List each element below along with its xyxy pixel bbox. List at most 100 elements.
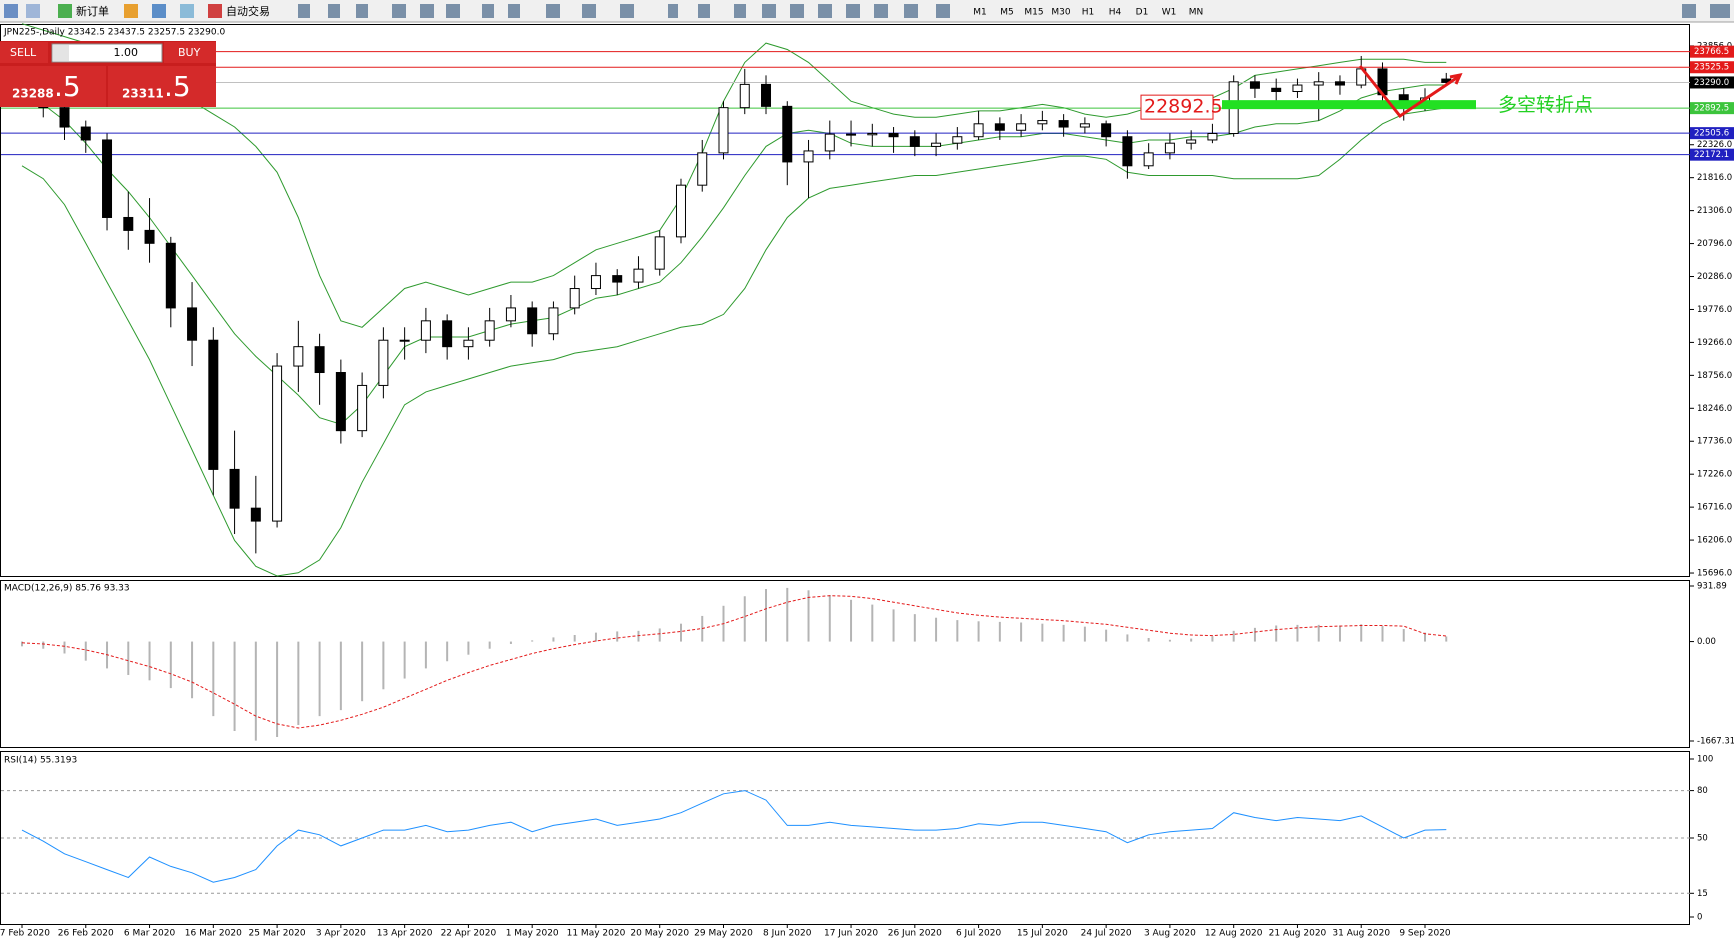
candle-body [1313,81,1324,86]
icon[interactable] [124,4,138,18]
new-order[interactable]: 新订单 [76,4,109,18]
timeframe[interactable]: H1 [1082,8,1095,18]
candle-body [527,307,538,335]
icon[interactable] [1710,4,1730,18]
arrow-head [1449,72,1463,85]
x-tick-label: 17 Jun 2020 [824,929,878,939]
sell-button[interactable] [0,42,48,63]
auto-trading-icon[interactable] [208,4,222,18]
icon[interactable] [420,4,434,18]
timeframe[interactable]: W1 [1162,8,1177,18]
ask-box[interactable] [108,66,216,107]
lots-input[interactable] [51,43,163,63]
icon[interactable] [734,4,746,18]
macd-chart [21,587,1448,741]
icon[interactable] [582,4,596,18]
annotation-text: 多空转折点 [1498,94,1593,116]
price-axis: 15696.0 16206.0 16716.0 17226.0 17736.0 18246… [1690,41,1734,923]
icon[interactable] [668,4,678,18]
icon[interactable] [356,4,368,18]
level-label: 22505.6 [1694,129,1729,139]
candle-body [1079,123,1090,128]
candle-body [654,236,665,270]
y-tick-label: 19776.0 [1697,305,1732,315]
bid-box[interactable] [0,66,106,107]
annotation-box [1140,94,1214,120]
bid-main[interactable]: 23288 [12,87,54,101]
x-tick-label: 1 May 2020 [506,929,559,939]
icon[interactable] [846,4,860,18]
candle-body [1334,81,1345,86]
icon[interactable] [180,4,194,18]
candle-body [1058,120,1069,128]
x-tick-label: 3 Apr 2020 [316,929,366,939]
icon[interactable] [762,4,776,18]
timeframe[interactable]: M5 [1000,8,1014,18]
x-tick-label: 20 May 2020 [630,929,689,939]
candle-body [250,507,261,522]
bid-fraction[interactable]: .5 [54,70,81,103]
timeframe[interactable]: M1 [973,8,987,18]
candle-body [1122,136,1133,167]
annotations: 22892.5 多空转折点 [1140,94,1593,120]
icon[interactable] [790,4,804,18]
candle-body [846,133,857,136]
icon[interactable] [482,4,494,18]
y-tick-label: 15696.0 [1697,569,1732,579]
candle-body [803,150,814,163]
x-tick-label: 26 Jun 2020 [888,929,942,939]
ask-main[interactable]: 23311 [122,87,164,101]
macd-panel [0,580,1690,748]
y-tick-label: 16716.0 [1697,503,1732,513]
y-tick-label: 22326.0 [1697,140,1732,150]
icon[interactable] [508,4,520,18]
timeframe[interactable]: H4 [1109,8,1122,18]
icon[interactable] [392,4,406,18]
chart-header: JPN225-,Daily 23342.5 23437.5 23257.5 23… [3,28,225,38]
candle-body [1207,132,1218,141]
candle-body [909,136,920,147]
macd-title: MACD(12,26,9) 85.76 93.33 [4,584,130,594]
y-tick-label: 21816.0 [1697,173,1732,183]
buy-button[interactable] [164,42,216,63]
level-label: 23525.5 [1694,63,1729,73]
icon[interactable] [936,4,950,18]
icon[interactable] [328,4,340,18]
timeframe[interactable]: M30 [1051,8,1070,18]
timeframe[interactable]: M15 [1024,8,1043,18]
icon[interactable] [4,4,18,18]
new-order-icon[interactable] [58,4,72,18]
ask-fraction[interactable]: .5 [164,70,191,103]
candle-body [782,105,793,163]
icon[interactable] [874,4,888,18]
candle-body [973,123,984,138]
icon[interactable] [446,4,460,18]
sell-label[interactable]: SELL [10,46,37,59]
lots-spinner[interactable] [53,45,69,61]
arrows [1358,65,1463,119]
x-tick-label: 6 Jul 2020 [956,929,1001,939]
lots-value[interactable]: 1.00 [114,46,139,59]
x-tick-label: 15 Jul 2020 [1017,929,1068,939]
icon[interactable] [26,4,40,18]
icon[interactable] [298,4,310,18]
candle-body [208,339,219,470]
icon[interactable] [698,4,710,18]
icon[interactable] [1682,4,1696,18]
icon[interactable] [620,4,634,18]
timeframe[interactable]: MN [1189,8,1204,18]
buy-label[interactable]: BUY [178,46,201,59]
y-tick-label: 80 [1697,786,1708,796]
rsi-chart [1,790,1690,894]
icon[interactable] [904,4,918,18]
icon[interactable] [152,4,166,18]
timeframe[interactable]: D1 [1136,8,1149,18]
candle-body [888,132,899,138]
icon[interactable] [818,4,832,18]
candle-body [697,152,708,186]
auto-trading[interactable]: 自动交易 [226,4,270,18]
icon[interactable] [546,4,560,18]
level-label-bg [1690,102,1734,115]
x-tick-label: 8 Jun 2020 [763,929,812,939]
